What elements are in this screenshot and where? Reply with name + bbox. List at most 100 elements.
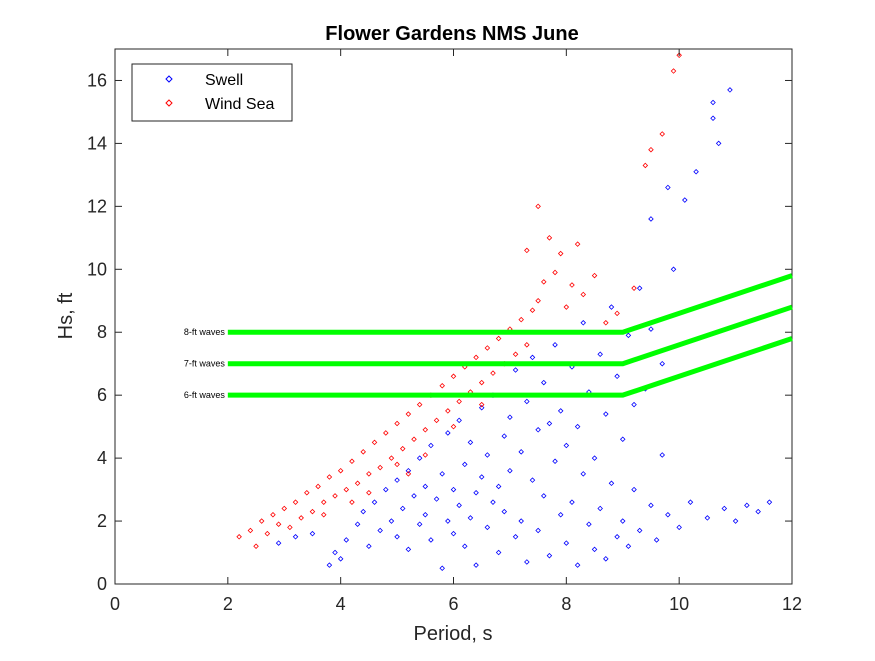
point-swell-19	[411, 493, 417, 499]
point-swell-105	[665, 511, 671, 518]
point-swell-107	[676, 524, 682, 531]
point-wind-sea-2	[253, 543, 259, 550]
point-wind-sea-69	[676, 52, 682, 59]
y-tick-label-14: 14	[87, 133, 107, 153]
point-wind-sea-73	[394, 461, 400, 468]
point-wind-sea-18	[343, 486, 350, 493]
legend-box	[131, 63, 293, 122]
point-swell-13	[388, 518, 395, 524]
point-swell-59	[529, 477, 536, 483]
point-swell-121	[648, 216, 654, 222]
point-swell-83	[597, 351, 603, 358]
y-tick-label-8: 8	[97, 322, 107, 342]
point-wind-sea-65	[642, 162, 649, 169]
point-swell-85	[603, 411, 609, 417]
point-swell-17	[405, 546, 412, 553]
plot-area	[114, 48, 793, 585]
point-swell-84	[597, 505, 603, 512]
x-tick-label-2: 2	[223, 594, 233, 614]
point-wind-sea-60	[580, 291, 587, 298]
point-swell-31	[450, 530, 457, 537]
point-wind-sea-72	[366, 489, 372, 496]
point-swell-89	[614, 534, 620, 540]
axis-ticks: 0 2 4 6 8 10 12 0 2 4 6 8 10 12 14 16	[87, 49, 802, 614]
point-wind-sea-36	[445, 408, 451, 414]
point-wind-sea-52	[535, 297, 541, 304]
point-swell-58	[524, 559, 530, 565]
point-swell-62	[535, 527, 541, 534]
point-swell-42	[478, 404, 485, 411]
point-swell-66	[546, 552, 553, 559]
point-swell-61	[535, 427, 541, 433]
line-8-ft-waves	[227, 273, 793, 335]
point-swell-60	[529, 354, 536, 361]
point-swell-1	[292, 534, 299, 540]
point-wind-sea-28	[399, 445, 406, 452]
point-swell-117	[744, 502, 750, 509]
point-wind-sea-30	[411, 436, 417, 443]
point-wind-sea-54	[546, 235, 553, 241]
point-wind-sea-50	[524, 342, 530, 348]
x-tick-label-6: 6	[448, 594, 458, 614]
point-wind-sea-63	[614, 310, 620, 317]
point-swell-8	[360, 508, 366, 515]
point-swell-95	[631, 401, 637, 408]
point-swell-39	[473, 562, 479, 568]
y-tick-label-10: 10	[87, 259, 107, 279]
point-swell-112	[710, 115, 716, 122]
point-wind-sea-6	[275, 521, 282, 527]
point-wind-sea-1	[247, 527, 254, 534]
point-swell-3	[326, 562, 333, 568]
point-swell-34	[456, 417, 462, 424]
point-swell-74	[569, 499, 575, 505]
point-swell-96	[631, 486, 637, 493]
point-wind-sea-55	[552, 269, 558, 276]
point-wind-sea-59	[574, 241, 581, 247]
point-wind-sea-42	[478, 379, 485, 386]
y-tick-label-16: 16	[87, 70, 107, 90]
point-wind-sea-56	[557, 250, 564, 257]
point-swell-41	[478, 474, 485, 480]
x-tick-label-0: 0	[110, 594, 120, 614]
point-wind-sea-67	[659, 131, 666, 137]
point-wind-sea-68	[670, 68, 677, 74]
point-swell-4	[332, 549, 338, 556]
point-swell-115	[727, 87, 733, 93]
point-swell-12	[383, 486, 389, 493]
point-swell-110	[693, 168, 699, 175]
point-wind-sea-75	[450, 423, 457, 430]
point-wind-sea-21	[360, 449, 366, 455]
point-wind-sea-16	[332, 493, 338, 499]
point-wind-sea-37	[450, 373, 457, 380]
point-wind-sea-27	[394, 420, 400, 427]
point-swell-48	[495, 549, 502, 556]
threshold-lines: 8-ft waves 7-ft waves 6-ft waves	[184, 273, 793, 400]
y-tick-label-6: 6	[97, 385, 107, 405]
x-tick-label-4: 4	[336, 594, 346, 614]
point-swell-50	[501, 508, 508, 515]
point-swell-53	[512, 534, 519, 540]
line-label-7-ft-waves: 7-ft waves	[184, 359, 226, 369]
point-swell-51	[507, 414, 513, 420]
point-swell-2	[309, 530, 316, 537]
point-swell-49	[501, 433, 508, 439]
point-swell-94	[625, 543, 632, 550]
point-swell-71	[563, 540, 570, 546]
point-wind-sea-26	[388, 455, 395, 461]
point-swell-10	[371, 499, 378, 505]
point-wind-sea-64	[631, 285, 637, 291]
point-swell-9	[366, 543, 372, 550]
point-swell-87	[608, 480, 615, 487]
legend: Swell Wind Sea	[131, 63, 293, 122]
point-wind-sea-5	[270, 511, 276, 518]
point-wind-sea-7	[281, 505, 288, 512]
point-wind-sea-31	[416, 401, 423, 408]
point-wind-sea-15	[326, 474, 333, 480]
point-wind-sea-74	[422, 452, 429, 458]
y-tick-label-0: 0	[97, 574, 107, 594]
point-wind-sea-44	[490, 370, 496, 376]
point-swell-57	[524, 398, 530, 405]
point-swell-23	[422, 483, 429, 490]
point-wind-sea-0	[236, 534, 242, 540]
y-tick-label-4: 4	[97, 448, 107, 468]
